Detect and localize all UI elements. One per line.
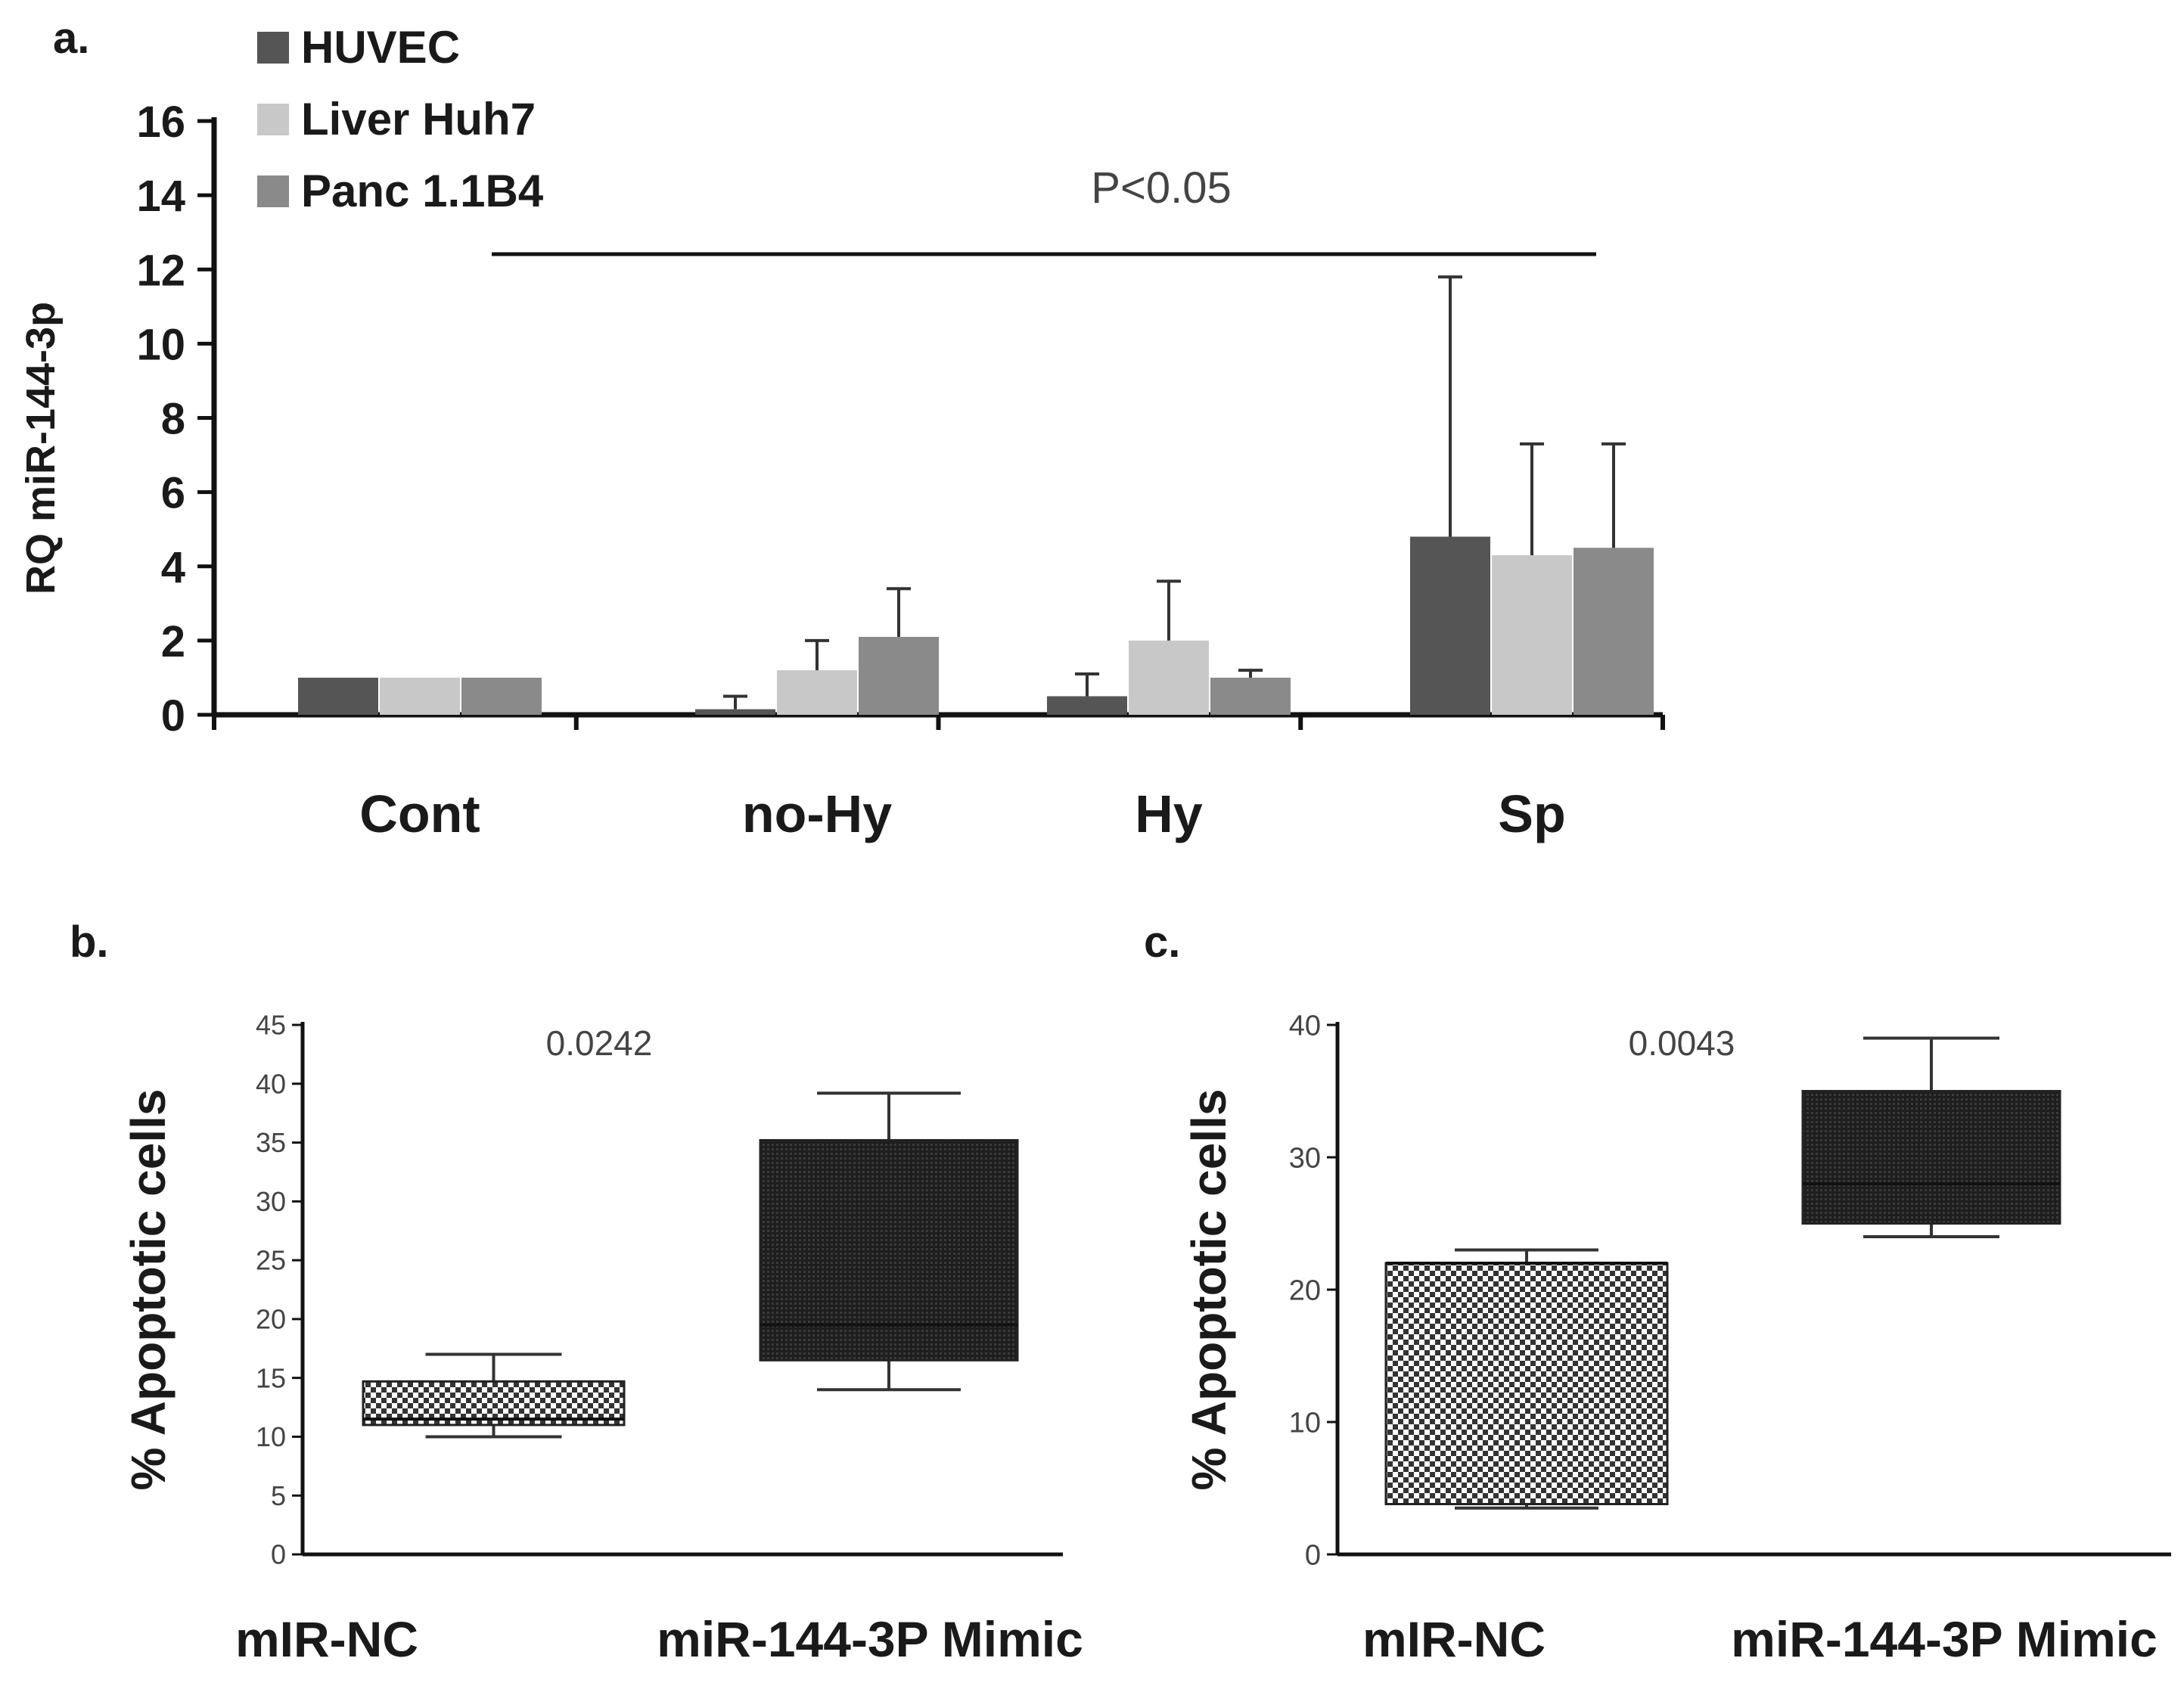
y-tick-label: 0: [271, 1539, 286, 1570]
panel-c-label: c.: [1144, 918, 1180, 967]
y-axis-label: RQ miR-144-3p: [18, 302, 64, 595]
y-tick-label: 35: [256, 1127, 286, 1158]
y-tick-label: 25: [256, 1245, 286, 1276]
y-tick-label: 40: [256, 1068, 286, 1099]
x-category-label: Hy: [1135, 784, 1203, 843]
y-tick-label: 45: [256, 1010, 286, 1041]
y-tick-label: 20: [1289, 1275, 1321, 1306]
bar: [461, 677, 542, 715]
y-tick-label: 10: [1289, 1407, 1321, 1439]
x-category-label: miR-144-3P Mimic: [657, 1611, 1083, 1667]
bar: [1047, 696, 1127, 715]
legend-label: HUVEC: [301, 22, 460, 73]
panel-c-box-plot: 0 10 20 30 40 % Apoptotic cells 0.0043 mIR-NC mi…: [1182, 1010, 2171, 1667]
y-tick-label: 14: [136, 172, 185, 221]
y-tick-label: 20: [256, 1303, 286, 1334]
bar: [859, 636, 939, 715]
bar: [380, 677, 460, 715]
y-axis-label: % Apoptotic cells: [121, 1088, 176, 1490]
panel-a-bar-chart: 0 2 4 6 8 10 12 14 16 RQ miR-144-3p Cont no-Hy Hy Sp P…: [18, 22, 1665, 843]
legend-label: Panc 1.1B4: [301, 166, 544, 216]
panel-b-box-plot: 0 5 10 15 20 25 30 35 40 45 % Apoptotic cells 0.024…: [121, 1010, 1083, 1667]
x-category-label: mIR-NC: [235, 1611, 418, 1667]
box: [759, 1138, 1019, 1362]
p-value-annotation: 0.0242: [546, 1023, 653, 1063]
y-tick-label: 10: [136, 320, 185, 369]
x-category-label: miR-144-3P Mimic: [1731, 1611, 2158, 1667]
y-tick-label: 0: [161, 691, 185, 741]
bar: [695, 709, 775, 715]
y-tick-label: 15: [256, 1362, 286, 1393]
panel-a-label: a.: [53, 14, 89, 63]
bar: [298, 677, 378, 715]
y-tick-label: 2: [161, 617, 185, 666]
bar: [1574, 548, 1654, 715]
y-tick-label: 5: [271, 1480, 286, 1511]
y-tick-label: 10: [256, 1421, 286, 1452]
y-tick-label: 4: [161, 543, 185, 592]
box: [1384, 1262, 1669, 1505]
x-category-label: Cont: [359, 784, 480, 843]
y-tick-label: 30: [256, 1186, 286, 1217]
box: [1801, 1090, 2061, 1225]
y-tick-label: 40: [1289, 1010, 1321, 1042]
legend-swatch: [257, 104, 289, 135]
y-tick-label: 16: [136, 98, 185, 147]
x-category-label: Sp: [1498, 784, 1565, 843]
bar: [1129, 640, 1209, 715]
x-category-label: no-Hy: [742, 784, 892, 843]
legend-swatch: [257, 32, 289, 64]
bar: [1492, 555, 1572, 715]
y-tick-label: 12: [136, 246, 185, 295]
bar: [777, 670, 857, 715]
p-value-annotation: P<0.05: [1091, 163, 1231, 213]
bar: [1210, 677, 1291, 715]
panel-b-label: b.: [70, 918, 109, 967]
y-tick-label: 30: [1289, 1142, 1321, 1174]
y-tick-label: 8: [161, 395, 185, 444]
y-axis-label: % Apoptotic cells: [1182, 1088, 1236, 1490]
x-category-label: mIR-NC: [1362, 1611, 1546, 1667]
p-value-annotation: 0.0043: [1629, 1023, 1735, 1063]
legend-label: Liver Huh7: [301, 94, 536, 144]
legend-swatch: [257, 175, 289, 207]
y-tick-label: 6: [161, 469, 185, 518]
bar: [1410, 536, 1490, 715]
y-tick-label: 0: [1305, 1539, 1321, 1571]
